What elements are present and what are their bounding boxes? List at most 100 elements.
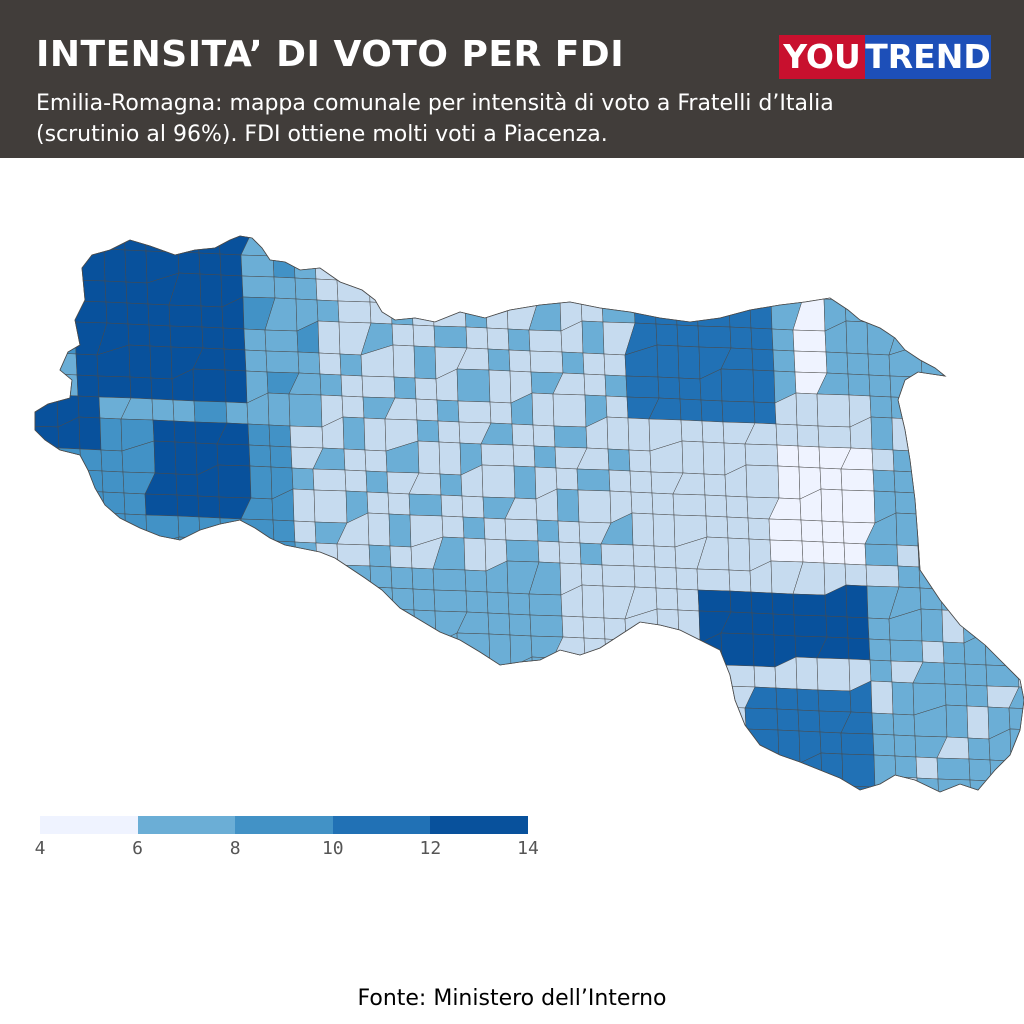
logo-you-text: YOU — [779, 35, 865, 79]
municipality — [101, 734, 125, 758]
municipality — [819, 467, 843, 491]
municipality — [942, 377, 966, 401]
municipality — [408, 736, 442, 760]
municipality — [700, 399, 724, 423]
municipality — [314, 257, 348, 281]
municipality — [625, 639, 660, 663]
municipality — [345, 236, 369, 260]
municipality — [127, 587, 151, 611]
municipality — [1014, 591, 1024, 615]
municipality — [241, 275, 276, 299]
municipality — [702, 441, 726, 476]
municipality — [441, 251, 465, 275]
municipality — [577, 753, 612, 788]
municipality — [441, 779, 465, 792]
municipality — [942, 641, 966, 665]
municipality — [701, 420, 725, 444]
municipality — [821, 520, 845, 544]
municipality — [657, 376, 681, 400]
municipality — [727, 537, 751, 572]
municipality — [991, 537, 1015, 572]
municipality — [339, 617, 363, 641]
municipality — [293, 520, 317, 544]
municipality — [147, 303, 171, 327]
municipality — [439, 473, 463, 497]
municipality — [411, 567, 435, 591]
municipality — [775, 687, 799, 711]
municipality — [73, 564, 108, 588]
municipality — [105, 565, 129, 589]
municipality — [168, 304, 203, 328]
municipality — [433, 325, 468, 349]
municipality — [129, 376, 153, 400]
municipality — [990, 252, 1014, 276]
municipality — [72, 248, 106, 282]
region-border — [34, 235, 1024, 793]
municipality — [318, 352, 342, 376]
municipality — [201, 326, 225, 350]
municipality — [72, 279, 107, 303]
municipality — [149, 609, 173, 644]
municipality — [439, 737, 463, 761]
municipality — [723, 706, 747, 740]
municipality — [101, 470, 125, 494]
municipality — [120, 661, 154, 685]
municipality — [531, 392, 555, 427]
municipality — [366, 236, 390, 251]
municipality — [388, 513, 412, 548]
municipality — [655, 587, 679, 611]
municipality — [704, 494, 728, 518]
municipality — [52, 299, 76, 323]
municipality — [456, 368, 491, 403]
municipality — [35, 541, 54, 565]
municipality — [674, 272, 708, 306]
municipality — [726, 780, 750, 792]
municipality — [897, 565, 921, 589]
municipality — [600, 776, 634, 792]
municipality — [294, 277, 318, 301]
municipality — [939, 303, 963, 327]
municipality — [894, 491, 918, 515]
municipality — [990, 780, 1014, 792]
municipality — [696, 304, 731, 328]
municipality — [193, 664, 228, 688]
municipality — [388, 249, 412, 284]
municipality — [77, 659, 101, 683]
municipality — [176, 494, 200, 518]
municipality — [558, 277, 582, 301]
municipality — [582, 616, 606, 640]
municipality — [965, 420, 989, 444]
municipality — [968, 494, 992, 518]
municipality — [318, 616, 342, 640]
municipality — [313, 489, 348, 524]
municipality — [576, 711, 610, 735]
municipality — [367, 512, 391, 547]
municipality — [629, 734, 653, 758]
municipality — [747, 781, 771, 792]
municipality — [870, 680, 894, 715]
municipality — [150, 641, 174, 665]
municipality — [937, 514, 972, 548]
municipality — [219, 517, 243, 541]
municipality — [1010, 496, 1024, 520]
municipality — [72, 512, 106, 546]
municipality — [413, 345, 437, 380]
municipality — [291, 467, 315, 491]
municipality — [363, 681, 387, 716]
municipality — [748, 274, 772, 308]
municipality — [51, 542, 75, 566]
municipality — [128, 608, 152, 643]
municipality — [483, 253, 507, 277]
municipality — [170, 610, 204, 644]
municipality — [169, 589, 204, 613]
municipality — [725, 759, 749, 783]
municipality — [173, 420, 197, 444]
municipality — [652, 777, 676, 792]
municipality — [288, 657, 323, 692]
municipality — [488, 633, 512, 668]
municipality — [293, 256, 317, 280]
municipality — [529, 614, 564, 638]
municipality — [340, 374, 364, 398]
municipality — [989, 495, 1013, 519]
municipality — [797, 709, 821, 733]
